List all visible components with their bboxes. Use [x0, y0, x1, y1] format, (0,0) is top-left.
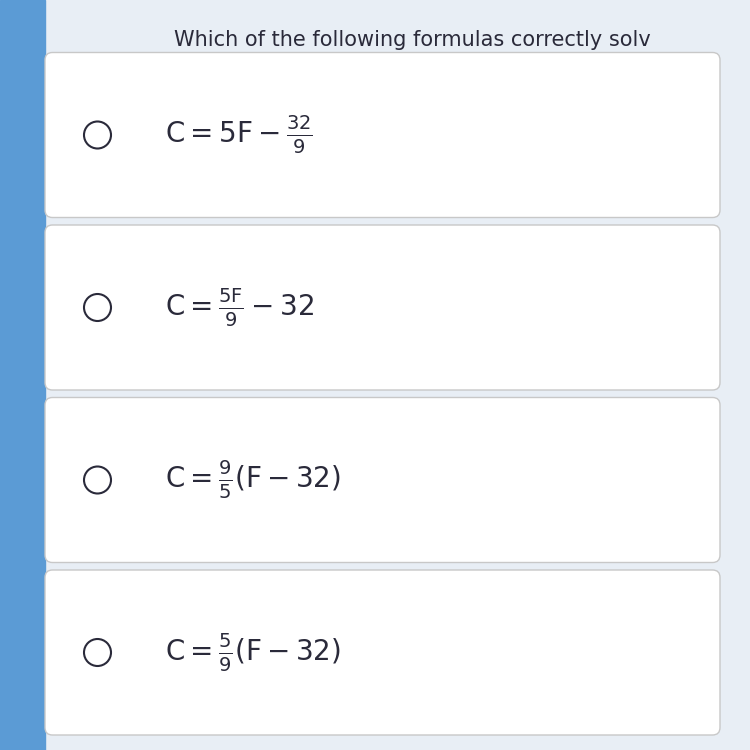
- FancyBboxPatch shape: [45, 53, 720, 217]
- FancyBboxPatch shape: [45, 570, 720, 735]
- Text: $\mathregular{C = \frac{5}{9}(F - 32)}$: $\mathregular{C = \frac{5}{9}(F - 32)}$: [165, 632, 340, 674]
- Circle shape: [84, 122, 111, 148]
- Bar: [0, 0, 45, 750]
- Text: $\mathregular{C = \frac{5F}{9} - 32}$: $\mathregular{C = \frac{5F}{9} - 32}$: [165, 286, 314, 328]
- Circle shape: [84, 294, 111, 321]
- Circle shape: [84, 639, 111, 666]
- Text: Which of the following formulas correctly solv: Which of the following formulas correctl…: [174, 30, 651, 50]
- Text: $\mathregular{C = \frac{9}{5}(F - 32)}$: $\mathregular{C = \frac{9}{5}(F - 32)}$: [165, 459, 340, 501]
- FancyBboxPatch shape: [45, 398, 720, 562]
- FancyBboxPatch shape: [45, 225, 720, 390]
- Text: $\mathregular{C = 5F - \frac{32}{9}}$: $\mathregular{C = 5F - \frac{32}{9}}$: [165, 114, 313, 156]
- Circle shape: [84, 466, 111, 494]
